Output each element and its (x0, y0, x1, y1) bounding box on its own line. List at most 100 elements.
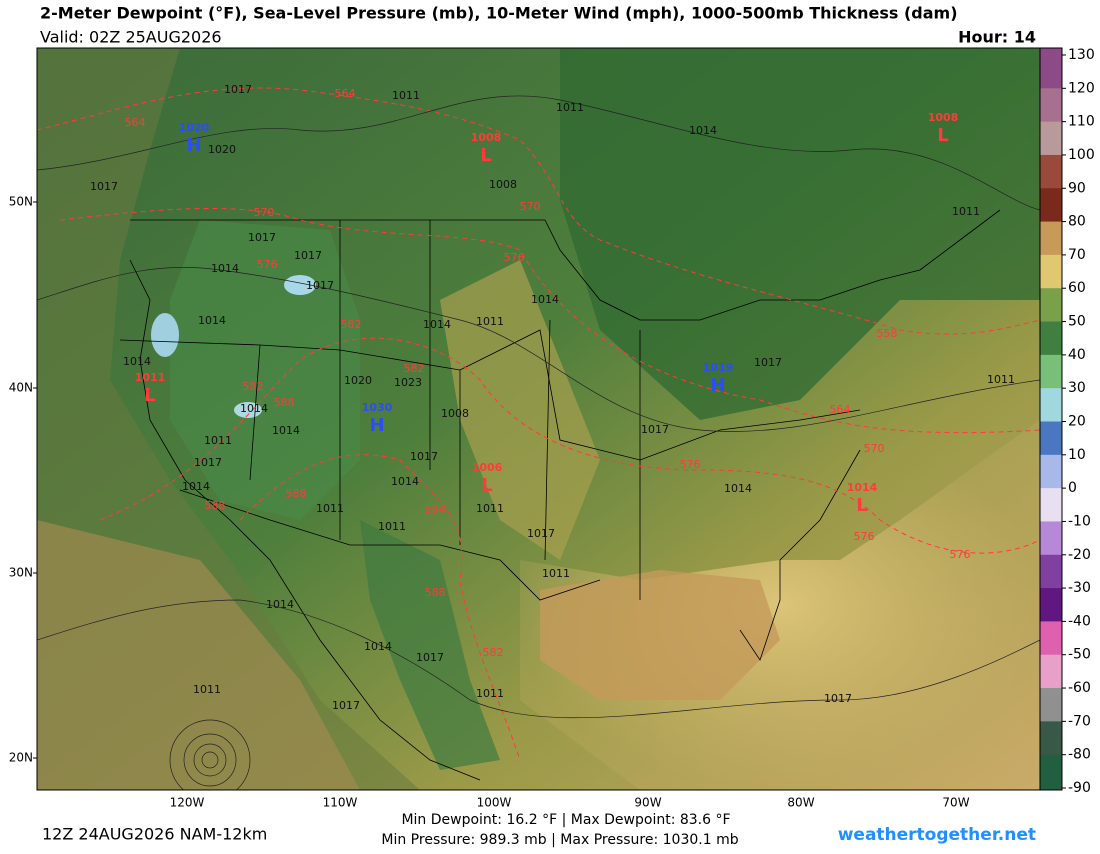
longitude-label: 120W (170, 796, 205, 810)
isobar-label: 1020 (208, 143, 236, 156)
thickness-label: 588 (274, 396, 295, 409)
thickness-label: 558 (877, 327, 898, 340)
colorbar: 1301201101009080706050403020100-10-20-30… (1039, 47, 1095, 796)
isobar-label: 1008 (489, 178, 517, 191)
colorbar-segment (1040, 88, 1062, 123)
colorbar-segment (1040, 288, 1062, 323)
valid-time: Valid: 02Z 25AUG2026 (40, 28, 222, 47)
colorbar-tick-label: 0 (1068, 480, 1077, 496)
colorbar-tick-label: 50 (1068, 314, 1086, 330)
longitude-label: 110W (323, 796, 358, 810)
colorbar-tick-label: -30 (1068, 580, 1091, 596)
isobar-label: 1011 (378, 520, 406, 533)
isobar-label: 1014 (724, 482, 752, 495)
isobar-label: 1014 (689, 124, 717, 137)
colorbar-segment (1040, 55, 1062, 89)
website[interactable]: weathertogether.net (838, 825, 1036, 845)
title: 2-Meter Dewpoint (°F), Sea-Level Pressur… (40, 4, 958, 23)
colorbar-tick-label: -20 (1068, 547, 1091, 563)
colorbar-segment (1040, 354, 1062, 389)
thickness-label: 570 (864, 442, 885, 455)
colorbar-tick-label: 70 (1068, 247, 1086, 263)
isobar-label: 1011 (476, 315, 504, 328)
isobar-label: 1011 (476, 502, 504, 515)
colorbar-segment (1040, 321, 1062, 356)
isobar-label: 1011 (556, 101, 584, 114)
colorbar-segment (1040, 188, 1062, 223)
colorbar-tick-label: 110 (1068, 114, 1095, 130)
mexico-highlands (360, 520, 500, 770)
colorbar-segment (1040, 388, 1062, 422)
colorbar-tick-label: 60 (1068, 280, 1086, 296)
isobar-label: 1023 (394, 376, 422, 389)
colorbar-segment (1040, 554, 1062, 589)
colorbar-tick-label: -10 (1068, 513, 1091, 529)
isobar-label: 1011 (987, 373, 1015, 386)
isobar-label: 1014 (240, 402, 268, 415)
isobar-label: 1017 (754, 356, 782, 369)
pressure-center-value: 1008 (471, 131, 502, 144)
low-dewpoint-area (151, 313, 179, 357)
colorbar-tick-label: -70 (1068, 713, 1091, 729)
colorbar-segment (1040, 654, 1062, 689)
pressure-center-symbol: H (710, 375, 725, 396)
longitude-label: 90W (634, 796, 661, 810)
colorbar-tick-label: -90 (1068, 780, 1091, 796)
thickness-label: 594 (425, 503, 446, 516)
isobar-label: 1017 (824, 692, 852, 705)
isobar-label: 1014 (182, 480, 210, 493)
great-plains-dry (440, 260, 600, 560)
isobar-label: 1017 (306, 279, 334, 292)
colorbar-segment (1040, 721, 1062, 756)
colorbar-tick-label: 80 (1068, 214, 1086, 230)
low-dewpoint-area (284, 275, 316, 295)
isobar-label: 1008 (441, 407, 469, 420)
gulf-of-mexico (540, 570, 780, 700)
isobar-label: 1017 (416, 651, 444, 664)
isobar-label: 1017 (527, 527, 555, 540)
isobar-label: 1014 (364, 640, 392, 653)
thickness-label: 588 (205, 499, 226, 512)
pressure-center-value: 1011 (135, 371, 166, 384)
isobar-label: 1017 (90, 180, 118, 193)
colorbar-tick-label: 30 (1068, 380, 1086, 396)
isobar-label: 1017 (248, 231, 276, 244)
longitude-label: 70W (942, 796, 969, 810)
latitude-label: 40N (9, 381, 33, 395)
isobar-label: 1011 (316, 502, 344, 515)
intermountain-west (170, 220, 360, 520)
colorbar-tick-label: 20 (1068, 414, 1086, 430)
pressure-center-symbol: L (937, 125, 948, 146)
longitude-label: 100W (477, 796, 512, 810)
colorbar-segment (1040, 588, 1062, 622)
pressure-center-value: 1008 (928, 111, 959, 124)
isobar-label: 1014 (266, 598, 294, 611)
thickness-label: 582 (404, 362, 425, 375)
thickness-label: 564 (830, 403, 851, 416)
isobar-label: 1011 (392, 89, 420, 102)
isobar-label: 1017 (194, 456, 222, 469)
model-run: 12Z 24AUG2026 NAM-12km (42, 825, 267, 844)
thickness-label: 588 (425, 586, 446, 599)
isobar-label: 1017 (641, 423, 669, 436)
colorbar-segment (1040, 154, 1062, 189)
pressure-center-value: 1030 (362, 401, 393, 414)
colorbar-tick-label: -50 (1068, 647, 1091, 663)
thickness-label: 582 (243, 380, 264, 393)
isobar-label: 1017 (332, 699, 360, 712)
isobar-label: 1014 (531, 293, 559, 306)
eastern-canada (560, 48, 1040, 420)
isobar-label: 1011 (204, 434, 232, 447)
isobar-label: 1014 (123, 355, 151, 368)
thickness-label: 582 (483, 646, 504, 659)
isobar-label: 1014 (423, 318, 451, 331)
latitude-label: 20N (9, 751, 33, 765)
thickness-label: 576 (950, 548, 971, 561)
forecast-hour: Hour: 14 (958, 28, 1036, 47)
thickness-label: 564 (335, 87, 356, 100)
thickness-label: 588 (286, 487, 307, 500)
colorbar-cap (1040, 788, 1062, 790)
pressure-stats: Min Pressure: 989.3 mb | Max Pressure: 1… (381, 832, 738, 848)
